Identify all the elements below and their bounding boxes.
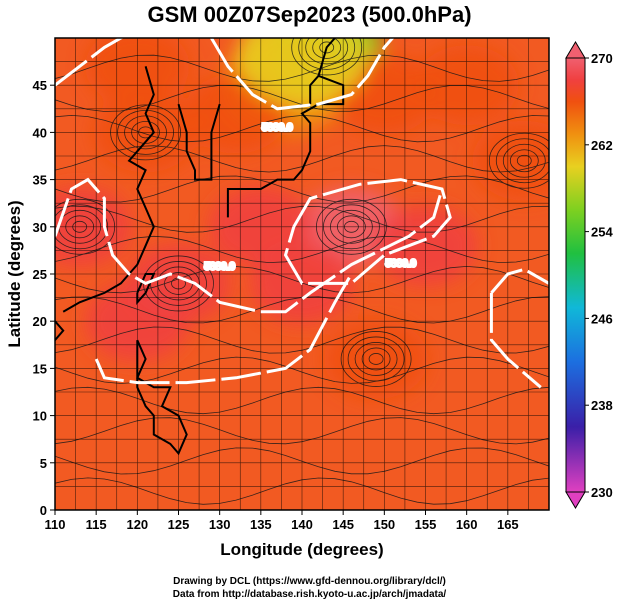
streamline	[368, 353, 384, 365]
y-tick-label: 15	[33, 361, 47, 376]
x-tick-label: 145	[332, 517, 354, 532]
streamline	[298, 38, 356, 70]
y-tick-label: 30	[33, 220, 47, 235]
y-tick-label: 40	[33, 125, 47, 140]
contour-5880	[94, 273, 353, 385]
y-tick-label: 10	[33, 409, 47, 424]
y-tick-label: 0	[40, 503, 47, 518]
contour-5880	[55, 177, 444, 314]
streamline	[361, 347, 391, 371]
y-tick-label: 45	[33, 78, 47, 93]
colorbar-bottom-arrow	[565, 491, 586, 509]
streamline	[305, 38, 349, 65]
x-tick-label: 115	[86, 517, 107, 532]
footer-credit-data: Data from http://database.rish.kyoto-u.a…	[172, 589, 447, 600]
contour-label: 5880.0	[204, 261, 235, 272]
colorbar-tick-label: 254	[591, 225, 613, 240]
streamline	[516, 154, 532, 167]
colorbar-tick-label: 270	[591, 51, 613, 66]
streamline	[354, 342, 398, 376]
contour-5880	[210, 38, 395, 111]
x-tick-label: 150	[373, 517, 395, 532]
x-tick-label: 160	[456, 517, 478, 532]
streamline	[319, 41, 335, 54]
x-tick-label: 110	[45, 517, 66, 532]
streamline	[495, 138, 549, 184]
x-tick-label: 155	[415, 517, 437, 532]
streamline	[509, 149, 539, 173]
y-tick-label: 20	[33, 314, 47, 329]
contour-5880	[489, 292, 542, 389]
colorbar-tick-label: 262	[591, 138, 613, 153]
footer-credit-drawing: Drawing by DCL (https://www.gfd-dennou.o…	[173, 576, 446, 587]
coastline	[226, 74, 345, 218]
streamline	[340, 331, 412, 387]
colorbar-tick-label: 238	[591, 398, 613, 413]
x-tick-label: 140	[291, 517, 313, 532]
y-tick-label: 25	[33, 267, 47, 282]
colorbar-tick-label: 246	[591, 311, 613, 326]
field-blob	[324, 318, 429, 399]
contour-label: 5880.0	[262, 123, 293, 134]
y-axis-label: Latitude (degrees)	[5, 200, 24, 347]
contour-label: 5880.0	[386, 258, 417, 269]
streamline	[488, 132, 549, 189]
x-tick-label: 135	[250, 517, 272, 532]
streamline	[502, 143, 546, 178]
contour-5880	[283, 178, 452, 285]
x-tick-label: 120	[126, 517, 148, 532]
field-blob	[472, 120, 549, 201]
contour-5880	[490, 267, 549, 294]
x-tick-label: 165	[497, 517, 519, 532]
y-tick-label: 35	[33, 173, 47, 188]
colorbar-tick-label: 230	[591, 485, 613, 500]
chart-title: GSM 00Z07Sep2023 (500.0hPa)	[147, 2, 472, 27]
x-tick-label: 125	[168, 517, 190, 532]
colorbar-top-arrow	[565, 41, 586, 59]
streamline	[291, 38, 363, 76]
y-tick-label: 5	[40, 456, 47, 471]
coastline	[55, 320, 65, 342]
x-axis-label: Longitude (degrees)	[220, 540, 383, 559]
coastline	[317, 38, 336, 77]
streamline	[312, 38, 342, 59]
colorbar	[565, 57, 586, 493]
contour-5880	[55, 38, 124, 87]
x-tick-label: 130	[209, 517, 231, 532]
